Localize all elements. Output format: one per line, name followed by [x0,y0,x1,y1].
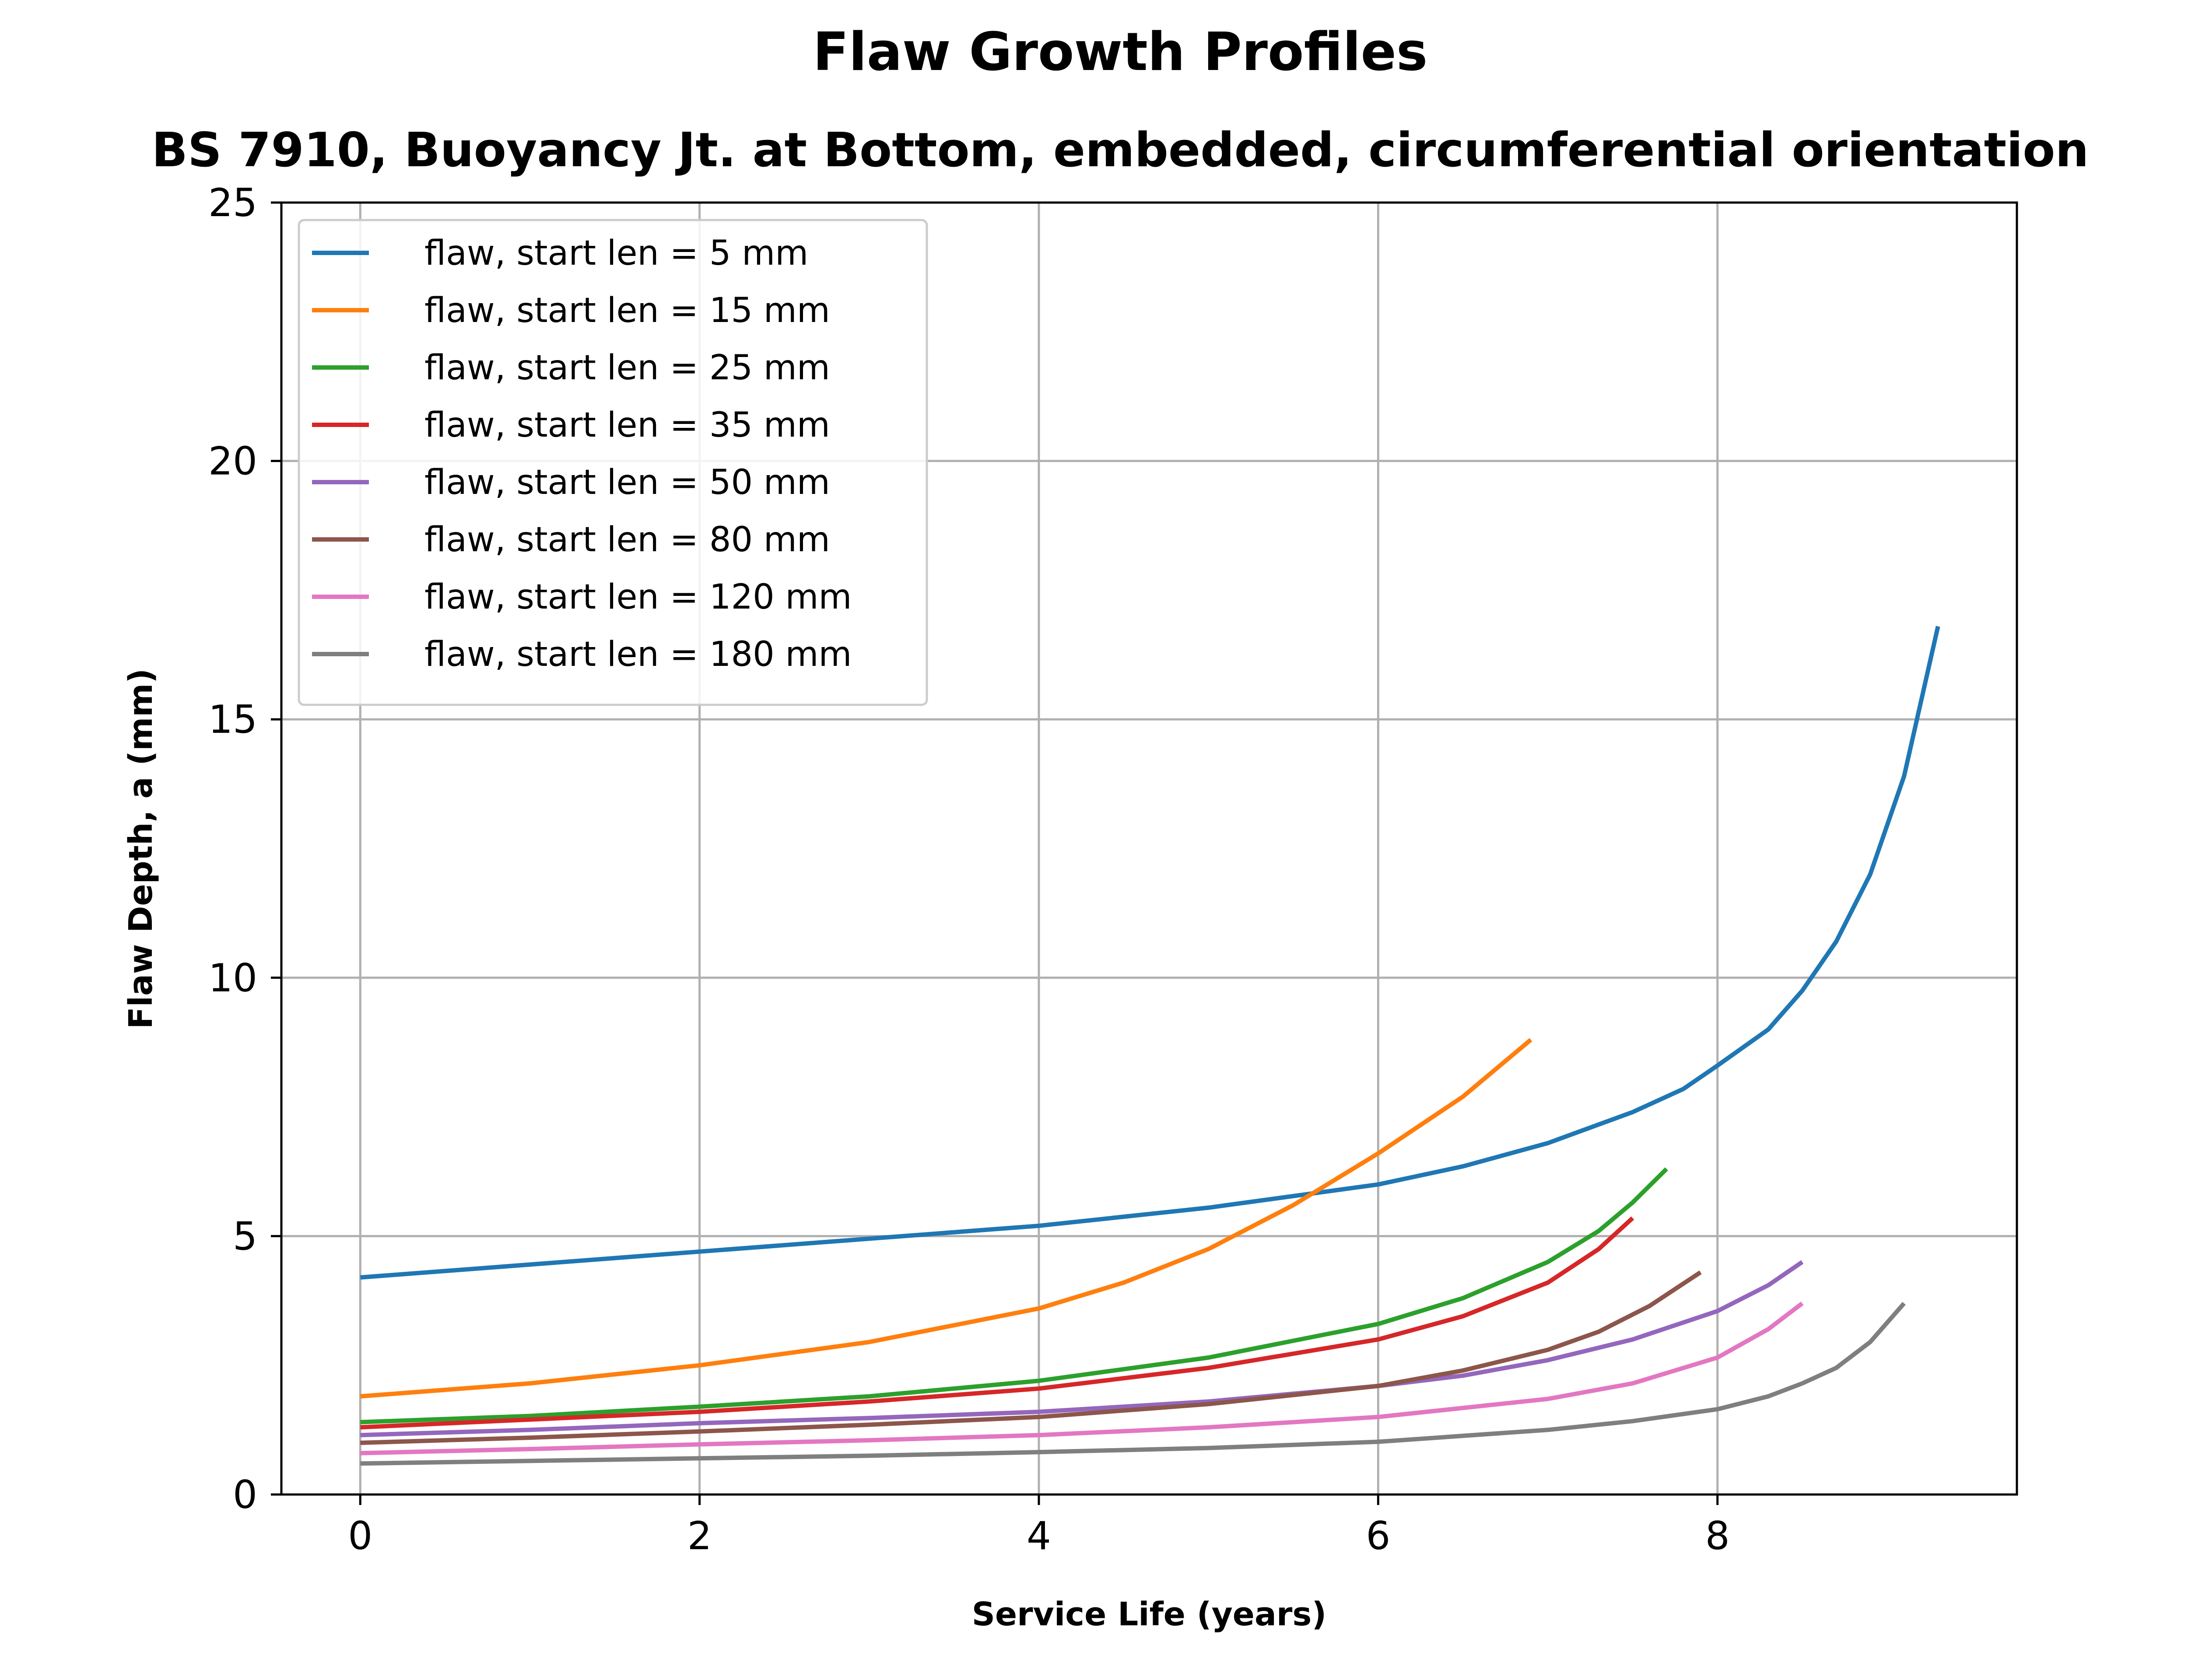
series-line-4 [360,1216,1634,1430]
chart-title: Flaw Growth Profiles [813,22,1428,83]
series-line-2 [360,1038,1532,1399]
series-line-7 [360,1302,1804,1456]
y-tick-label: 5 [233,1214,257,1259]
chart-subtitle: BS 7910, Buoyancy Jt. at Bottom, embedde… [152,123,2089,178]
series-line-6 [360,1270,1702,1445]
legend-label: flaw, start len = 180 mm [424,635,852,674]
legend-label: flaw, start len = 25 mm [424,348,830,388]
x-tick-label: 8 [1705,1513,1730,1558]
series-layer [360,626,1940,1466]
x-tick-label: 4 [1027,1513,1051,1558]
x-axis-label: Service Life (years) [972,1596,1327,1633]
legend-label: flaw, start len = 15 mm [424,291,830,330]
legend-label: flaw, start len = 50 mm [424,463,830,502]
legend-frame [298,219,928,706]
series-line-8 [360,1302,1906,1466]
series-line-1 [360,626,1940,1280]
legend-label: flaw, start len = 5 mm [424,234,808,273]
y-tick-label: 20 [208,439,257,484]
x-tick-label: 6 [1366,1513,1390,1558]
legend-label: flaw, start len = 120 mm [424,578,852,617]
series-line-3 [360,1167,1668,1424]
y-tick-label: 10 [208,956,257,1001]
plot-frame [280,201,2018,1496]
y-tick-label: 0 [233,1472,257,1517]
legend-label: flaw, start len = 35 mm [424,406,830,445]
x-tick-label: 2 [687,1513,712,1558]
y-tick-label: 25 [208,180,257,225]
y-axis-label: Flaw Depth, a (mm) [122,668,160,1029]
legend: flaw, start len = 5 mm flaw, start len = … [298,219,928,706]
x-tick-label: 0 [348,1513,372,1558]
legend-label: flaw, start len = 80 mm [424,520,830,560]
tick-layer: 0 2 4 6 8 0 5 10 15 20 25 [208,180,1730,1558]
y-tick-label: 15 [208,697,257,742]
